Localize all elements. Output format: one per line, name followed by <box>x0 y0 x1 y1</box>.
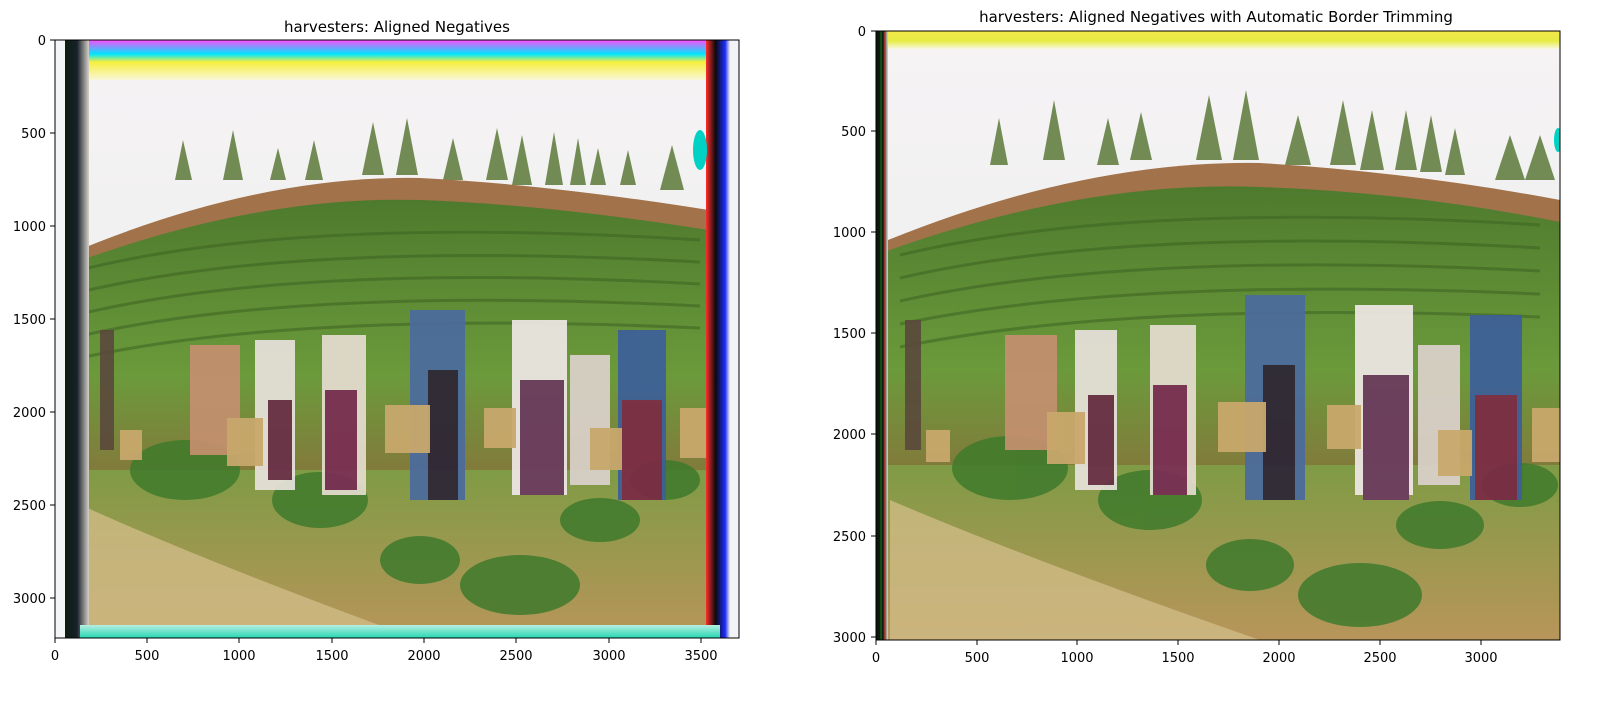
y-tick-label: 1500 <box>833 327 866 342</box>
x-tick-label: 1500 <box>315 649 348 664</box>
x-tick-label: 1000 <box>222 649 255 664</box>
x-tick-label: 2500 <box>499 649 532 664</box>
plot-frame <box>54 39 740 639</box>
y-tick-label: 0 <box>858 25 866 40</box>
y-tick-label: 2500 <box>13 499 46 514</box>
photo-image <box>55 40 739 638</box>
x-tick-label: 1000 <box>1060 651 1093 666</box>
x-tick-label: 2000 <box>407 649 440 664</box>
y-tick-label: 2000 <box>833 428 866 443</box>
x-tick-label: 3500 <box>684 649 717 664</box>
panel-title: harvesters: Aligned Negatives <box>284 18 510 36</box>
y-axis: 0 500 1000 1500 2000 2500 3000 <box>13 34 55 607</box>
plot-frame <box>875 30 1561 641</box>
y-tick-label: 3000 <box>833 631 866 646</box>
y-tick-label: 500 <box>21 127 46 142</box>
x-tick-label: 3000 <box>592 649 625 664</box>
y-tick-label: 2000 <box>13 406 46 421</box>
panel-border-trimmed: harvesters: Aligned Negatives with Autom… <box>833 8 1561 666</box>
y-tick-label: 1500 <box>13 313 46 328</box>
x-tick-label: 3000 <box>1464 651 1497 666</box>
y-tick-label: 1000 <box>13 220 46 235</box>
y-axis: 0 500 1000 1500 2000 2500 3000 <box>833 25 876 646</box>
x-axis: 0 500 1000 1500 2000 2500 3000 <box>872 640 1498 666</box>
y-tick-label: 500 <box>841 125 866 140</box>
y-tick-label: 0 <box>38 34 46 49</box>
panel-aligned-negatives: harvesters: Aligned Negatives <box>13 18 740 664</box>
x-tick-label: 2500 <box>1363 651 1396 666</box>
x-tick-label: 1500 <box>1161 651 1194 666</box>
y-tick-label: 3000 <box>13 592 46 607</box>
photo-image <box>876 31 1560 640</box>
x-tick-label: 500 <box>135 649 160 664</box>
panel-title: harvesters: Aligned Negatives with Autom… <box>979 8 1453 26</box>
x-axis: 0 500 1000 1500 2000 2500 3000 3500 <box>51 638 718 664</box>
x-tick-label: 0 <box>872 651 880 666</box>
x-tick-label: 2000 <box>1262 651 1295 666</box>
y-tick-label: 2500 <box>833 530 866 545</box>
y-tick-label: 1000 <box>833 226 866 241</box>
x-tick-label: 500 <box>965 651 990 666</box>
x-tick-label: 0 <box>51 649 59 664</box>
